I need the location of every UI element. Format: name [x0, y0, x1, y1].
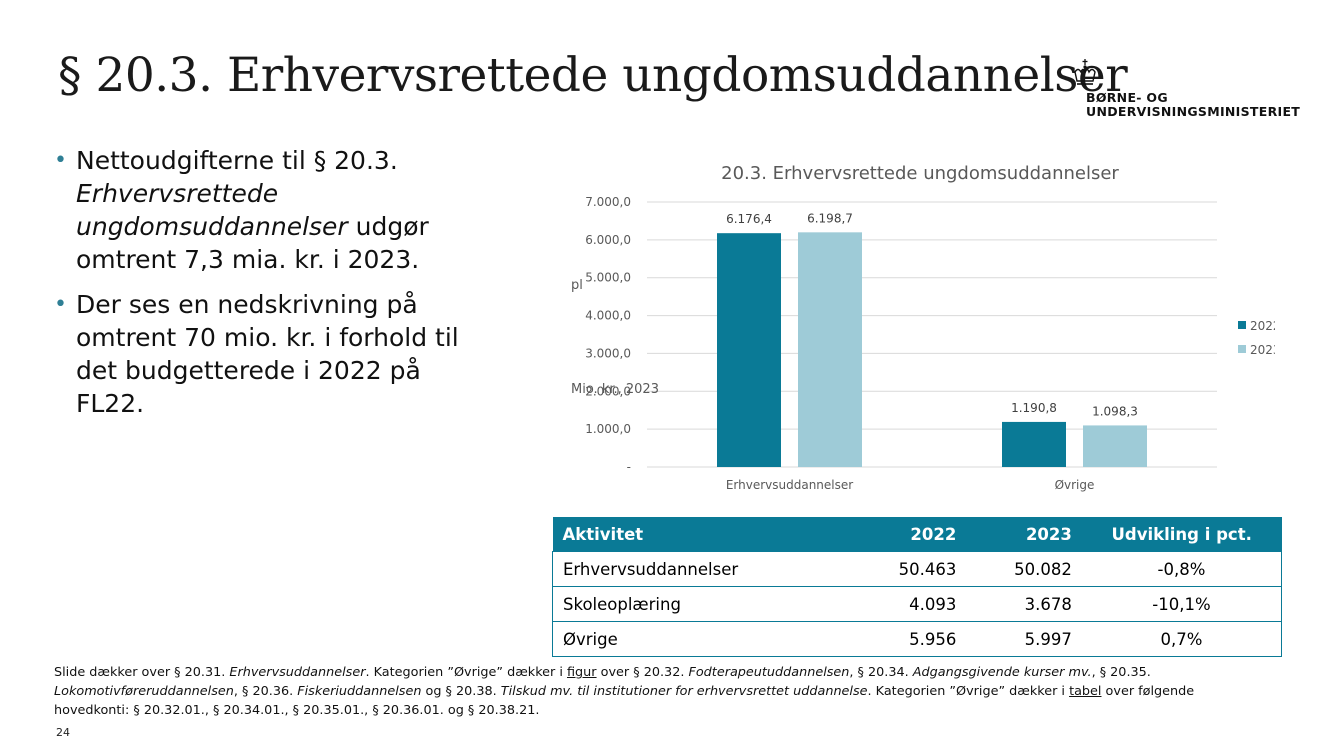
data-label: 6.198,7 [807, 211, 853, 225]
footnote-italic: Fodterapeutuddannelsen [688, 665, 850, 680]
activity-table-wrap: Aktivitet 2022 2023 Udvikling i pct. Erh… [551, 517, 1282, 657]
table-cell: 3.678 [966, 586, 1082, 622]
data-label: 1.190,8 [1011, 401, 1057, 415]
bullet-item: • Der ses en nedskrivning på omtrent 70 … [54, 288, 494, 420]
legend-label: 2023 [1250, 343, 1275, 357]
footnote-italic: Tilskud mv. til institutioner for erhver… [500, 684, 868, 699]
table-header-row: Aktivitet 2022 2023 Udvikling i pct. [552, 517, 1282, 552]
bar-chart: 20.3. Erhvervsrettede ungdomsuddannelser… [555, 150, 1281, 510]
footnote-italic: Adgangsgivende kurser mv. [912, 665, 1092, 680]
y-tick-label: 6.000,0 [585, 233, 631, 247]
footnote-underline: tabel [1069, 684, 1102, 699]
legend-swatch [1238, 345, 1246, 353]
activity-table: Aktivitet 2022 2023 Udvikling i pct. Erh… [551, 517, 1282, 657]
table-row: Erhvervsuddannelser 50.463 50.082 -0,8% [551, 551, 1282, 587]
footnote-text: , § 20.35. [1091, 665, 1151, 680]
table-row: Øvrige 5.956 5.997 0,7% [551, 621, 1282, 657]
data-label: 1.098,3 [1092, 404, 1138, 418]
footnote-text: , § 20.36. [233, 684, 298, 699]
bar [798, 232, 862, 467]
logo-line-1: BØRNE- OG [1086, 90, 1168, 105]
table-cell: -10,1% [1081, 586, 1282, 622]
table-cell: Skoleoplæring [551, 586, 851, 622]
table-cell: Erhvervsuddannelser [551, 551, 851, 587]
bullet-dot: • [54, 292, 67, 317]
crown-icon [1074, 59, 1096, 85]
footnote-text: Slide dækker over § 20.31. [54, 665, 230, 680]
footnote-italic: Erhvervsuddannelser [229, 665, 366, 680]
footnote-text: over § 20.32. [596, 665, 689, 680]
y-tick-label: 3.000,0 [585, 346, 631, 360]
bullet-dot: • [54, 148, 67, 173]
header-change: Udvikling i pct. [1081, 517, 1282, 552]
table-cell: Øvrige [551, 621, 851, 657]
bullet-item: • Nettoudgifterne til § 20.3. Erhvervsre… [54, 144, 494, 276]
bar-chart-svg: 20.3. Erhvervsrettede ungdomsuddannelser… [571, 163, 1281, 492]
table-cell: 50.082 [966, 551, 1082, 587]
legend-swatch [1238, 321, 1246, 329]
page-number: 24 [56, 726, 70, 739]
y-tick-label: 1.000,0 [585, 422, 631, 436]
footnote-italic: Fiskeriuddannelsen [297, 684, 422, 699]
bullet-2-text: Der ses en nedskrivning på omtrent 70 mi… [76, 290, 459, 418]
footnote-text: over følgende hovedkonti: § 20.32.01., §… [54, 684, 1195, 718]
footnote: Slide dækker over § 20.31. Erhvervsuddan… [54, 663, 1234, 720]
table-cell: -0,8% [1081, 551, 1282, 587]
x-tick-label: Erhvervsuddannelser [726, 478, 853, 492]
table-cell: 5.956 [850, 621, 967, 657]
table-cell: 5.997 [966, 621, 1082, 657]
x-tick-label: Øvrige [1055, 478, 1095, 492]
footnote-text: . Kategorien ”Øvrige” dækker i [365, 665, 567, 680]
footnote-text: . Kategorien ”Øvrige” dækker i [867, 684, 1070, 699]
slide-title: § 20.3. Erhvervsrettede ungdomsuddannels… [58, 48, 1128, 103]
bar [717, 233, 781, 467]
table-cell: 50.463 [850, 551, 967, 587]
bullet-1-post: udgør omtrent 7,3 mia. kr. i 2023. [76, 212, 429, 274]
footnote-text: og § 20.38. [421, 684, 501, 699]
header-2022: 2022 [850, 517, 967, 552]
header-2023: 2023 [966, 517, 1082, 552]
ministry-logo: BØRNE- OG UNDERVISNINGSMINISTERIET [1068, 56, 1301, 126]
y-tick-label: 2.000,0 [585, 384, 631, 398]
chart-title: 20.3. Erhvervsrettede ungdomsuddannelser [721, 163, 1119, 184]
footnote-italic: Lokomotivføreruddannelsen [54, 684, 234, 699]
y-tick-label: 5.000,0 [585, 271, 631, 285]
bullet-list: • Nettoudgifterne til § 20.3. Erhvervsre… [54, 144, 494, 432]
y-tick-label: - [627, 460, 631, 474]
bar [1083, 425, 1147, 467]
footnote-text: , § 20.34. [849, 665, 913, 680]
bar [1002, 421, 1066, 467]
legend-label: 2022 [1250, 319, 1275, 333]
logo-line-2: UNDERVISNINGSMINISTERIET [1086, 104, 1301, 119]
y-tick-label: 4.000,0 [585, 309, 631, 323]
y-tick-label: 7.000,0 [585, 195, 631, 209]
table-cell: 4.093 [850, 586, 967, 622]
footnote-underline: figur [567, 665, 597, 680]
header-activity: Aktivitet [552, 517, 851, 552]
bullet-1-emphasis: Erhvervsrettede ungdomsuddannelser [76, 179, 348, 241]
y-axis-label-fragment: pl [571, 278, 583, 293]
bullet-1-pre: Nettoudgifterne til § 20.3. [76, 146, 398, 175]
table-row: Skoleoplæring 4.093 3.678 -10,1% [551, 586, 1282, 622]
table-cell: 0,7% [1081, 621, 1282, 657]
data-label: 6.176,4 [726, 212, 772, 226]
y-axis-label: Mio. kr., 2023 [571, 382, 659, 397]
